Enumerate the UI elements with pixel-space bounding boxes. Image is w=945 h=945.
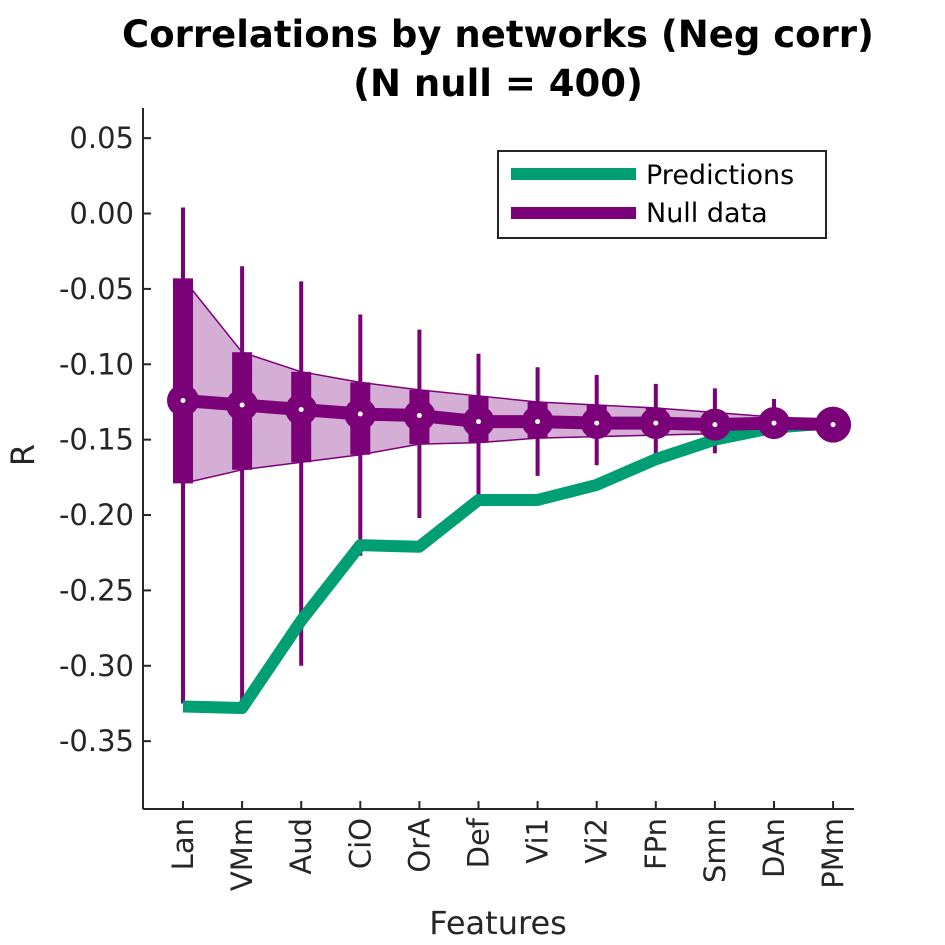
y-axis-label: R [4,444,42,466]
x-tick-label-vi1: Vi1 [521,818,555,864]
y-tick-label: -0.35 [59,724,134,758]
y-tick-label: -0.15 [59,423,134,457]
x-tick-label-aud: Aud [284,818,318,875]
x-axis-ticks: Lan VMm Aud CiO OrA Def Vi1 Vi2 FPn Smn DAn PMm [166,801,850,891]
axes: 0.05 0.00 -0.05 -0.10 -0.15 -0.20 -0.25 -0.30 -0… [59,108,854,891]
chart-title-line-1: Correlations by networks (Neg corr) [122,13,874,56]
y-tick-label: -0.10 [59,347,134,381]
x-tick-label-fpn: FPn [639,818,673,870]
chart-title-line-2: (N null = 400) [353,62,643,105]
x-tick-label-vi2: Vi2 [580,818,614,864]
y-tick-label: -0.30 [59,649,134,683]
x-tick-label-dan: DAn [757,818,791,878]
y-tick-label: -0.05 [59,272,134,306]
legend-label-predictions: Predictions [646,160,794,191]
null-marker-center-aud [298,407,304,413]
x-tick-label-def: Def [462,817,496,868]
plot-area [167,207,852,714]
legend-label-null-data: Null data [646,198,768,229]
x-tick-label-pmm: PMm [816,818,850,889]
null-marker-center-vi2 [594,420,600,426]
x-tick-label-cio: CiO [343,818,377,869]
null-marker-center-cio [357,411,363,417]
null-marker-center-dan [771,420,777,426]
y-axis-ticks: 0.05 0.00 -0.05 -0.10 -0.15 -0.20 -0.25 -0.30 -0… [59,121,151,758]
null-distribution-band [182,276,834,485]
y-tick-label: 0.00 [69,197,134,231]
null-marker-center-def [476,419,481,425]
null-marker-center-vmm [239,402,245,408]
x-axis-label: Features [429,904,567,942]
null-marker-center-pmm [830,422,836,428]
y-tick-label: -0.20 [59,498,134,532]
x-tick-label-lan: Lan [166,818,200,870]
null-markers [167,384,852,443]
legend: Predictions Null data [497,150,827,239]
x-tick-label-ora: OrA [402,818,436,873]
null-marker-center-smn [712,422,718,428]
null-marker-center-ora [416,413,422,419]
y-tick-label: -0.25 [59,573,134,607]
x-tick-label-smn: Smn [698,818,732,883]
x-tick-label-vmm: VMm [225,818,259,891]
y-tick-label: 0.05 [69,121,134,155]
predictions-line [182,417,834,714]
null-marker-center-fpn [653,420,659,426]
legend-box [497,150,827,239]
null-marker-center-lan [180,397,186,403]
null-marker-center-vi1 [535,419,541,425]
